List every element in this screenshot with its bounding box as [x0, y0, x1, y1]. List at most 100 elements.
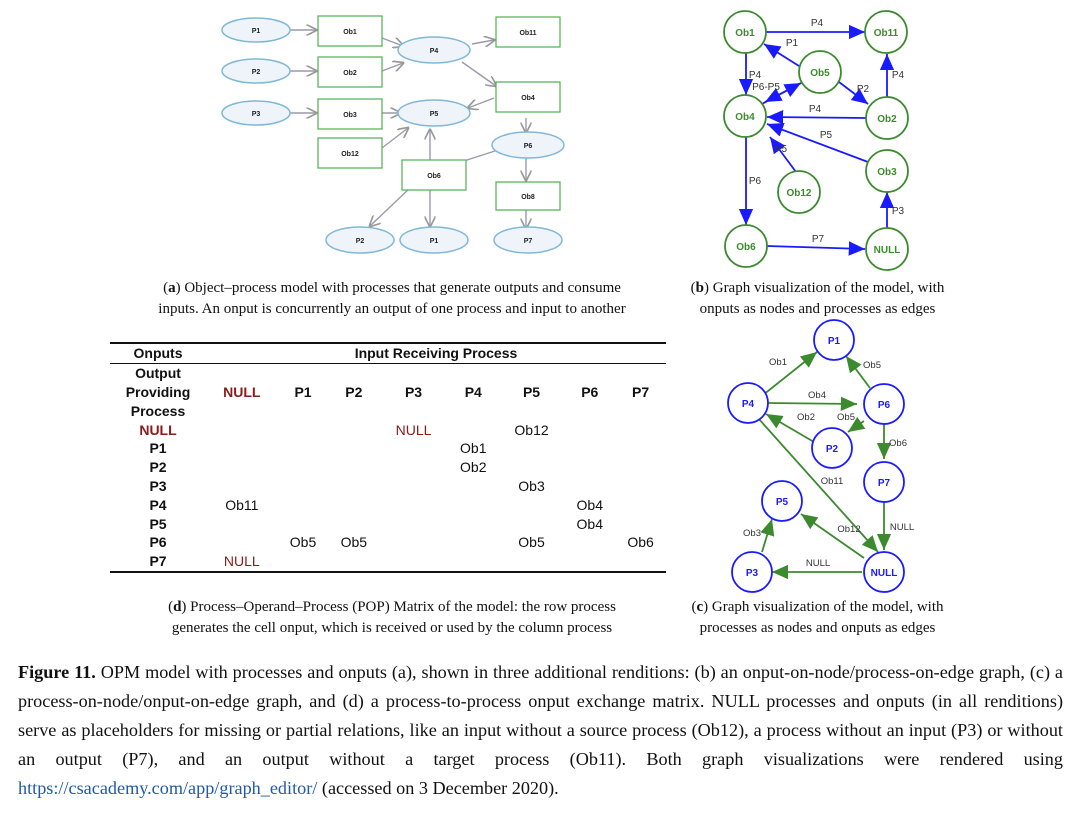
matrix-cell — [206, 420, 278, 439]
a-node-p4: P4 — [430, 48, 439, 55]
b-edge-ob3-ob4: P5 — [820, 130, 833, 141]
b-node-null: NULL — [874, 245, 901, 256]
matrix-cell — [564, 533, 615, 552]
c-node-null: NULL — [871, 568, 898, 579]
matrix-row: P1 Ob1 — [110, 439, 666, 458]
a-node-ob6: Ob6 — [427, 173, 441, 180]
matrix-row: P2 Ob2 — [110, 458, 666, 477]
b-edge-ob2-ob4: P4 — [809, 104, 822, 115]
c-edge-p6-p2: Ob5 — [837, 412, 855, 423]
b-edge-null-ob3: P3 — [892, 206, 905, 217]
matrix-row-label: P1 — [149, 440, 167, 457]
matrix-cell — [328, 514, 379, 533]
matrix-cell — [206, 533, 278, 552]
a-node-p2b: P2 — [356, 238, 365, 245]
a-node-ob8: Ob8 — [521, 194, 535, 201]
c-node-p5: P5 — [776, 497, 789, 508]
c-node-p1: P1 — [828, 336, 841, 347]
a-node-ob3: Ob3 — [343, 112, 357, 119]
b-node-ob4: Ob4 — [735, 112, 755, 123]
matrix-row: P5 Ob4 — [110, 514, 666, 533]
matrix-row: P3 Ob3 — [110, 477, 666, 496]
b-node-ob3: Ob3 — [877, 167, 897, 178]
b-node-ob5: Ob5 — [810, 68, 830, 79]
matrix-cell — [379, 477, 448, 496]
matrix-cell: NULL — [223, 553, 260, 570]
matrix-cell — [206, 477, 278, 496]
matrix-cell — [499, 495, 565, 514]
caption-b: (b) Graph visualization of the model, wi… — [690, 280, 945, 317]
matrix-cell — [564, 420, 615, 439]
matrix-cell — [615, 458, 666, 477]
matrix-cell — [328, 420, 379, 439]
b-node-ob12: Ob12 — [786, 188, 811, 199]
matrix-cell — [615, 552, 666, 571]
b-node-ob2: Ob2 — [877, 114, 897, 125]
a-node-p3: P3 — [252, 111, 261, 118]
a-node-p7: P7 — [524, 238, 533, 245]
matrix-cell: Ob5 — [340, 534, 368, 551]
a-node-p6: P6 — [524, 143, 533, 150]
matrix-cell — [448, 477, 499, 496]
matrix-cell: Ob6 — [627, 534, 654, 551]
a-node-ob2: Ob2 — [343, 70, 357, 77]
matrix-cell: Ob4 — [576, 496, 603, 513]
matrix-row-label: NULL — [139, 421, 177, 438]
caption-c: (c) Graph visualization of the model, wi… — [691, 599, 944, 636]
matrix-col-p3: P3 — [404, 383, 423, 400]
a-node-ob1: Ob1 — [343, 29, 357, 36]
matrix-body: NULL NULL Ob12 P1 Ob1 P2 Ob2 P3 Ob3 P4 Ob11 Ob4 P5 Ob… — [110, 420, 666, 570]
matrix-rowheader-line3: Process — [130, 402, 186, 419]
matrix-row-label: P4 — [149, 496, 167, 513]
matrix-cell: Ob2 — [460, 459, 487, 476]
c-edge-null-p5: Ob12 — [837, 524, 860, 535]
panel-a-diagram: P1 P2 P3 P4 P5 P6 P2 P1 P7 Ob1 Ob2 Ob3 O… — [221, 15, 565, 254]
b-edge-ob1-ob11: P4 — [811, 18, 824, 29]
matrix-cell — [278, 514, 329, 533]
b-edge-ob5-ob1: P1 — [786, 38, 799, 49]
matrix-cell — [206, 514, 278, 533]
b-edge-ob1-ob4: P4 — [749, 70, 762, 81]
caption-a: (a) Object–process model with processes … — [158, 280, 626, 317]
panel-b-graph: Ob1 Ob11 Ob5 Ob4 Ob2 Ob12 Ob3 Ob6 NULL P… — [723, 10, 909, 271]
matrix-cell — [448, 514, 499, 533]
matrix-row-label: P7 — [149, 553, 167, 570]
c-edge-p2-p4: Ob2 — [797, 412, 815, 423]
figure-caption-text: OPM model with processes and onputs (a),… — [18, 662, 1063, 769]
a-node-p1: P1 — [252, 28, 261, 35]
c-edge-p6-p1: Ob5 — [863, 360, 881, 371]
matrix-row: P4 Ob11 Ob4 — [110, 495, 666, 514]
matrix-row-label: P3 — [149, 477, 167, 494]
c-node-p7: P7 — [878, 478, 891, 489]
matrix-col-p7: P7 — [632, 383, 650, 400]
matrix-cell — [615, 514, 666, 533]
matrix-cell — [206, 439, 278, 458]
matrix-cell — [379, 495, 448, 514]
matrix-cell — [615, 420, 666, 439]
matrix-cell — [564, 458, 615, 477]
matrix-cell — [499, 514, 565, 533]
matrix-cell — [206, 458, 278, 477]
c-node-p3: P3 — [746, 568, 759, 579]
matrix-cell — [499, 552, 565, 571]
matrix-cell — [448, 420, 499, 439]
matrix-cell — [328, 439, 379, 458]
figure-caption-accessed: (accessed on 3 December 2020). — [317, 778, 559, 798]
matrix-rowheader-line2: Providing — [125, 383, 191, 400]
matrix-cell — [615, 439, 666, 458]
matrix-cell — [328, 458, 379, 477]
matrix-row: P6 Ob5 Ob5 Ob5 Ob6 — [110, 533, 666, 552]
matrix-cell — [379, 552, 448, 571]
panel-c-graph: P1 P4 P6 P2 P7 P5 P3 NULL Ob1 Ob5 Ob4 Ob… — [727, 319, 914, 593]
c-edge-p4-null: Ob11 — [821, 476, 844, 487]
matrix-cell — [328, 495, 379, 514]
figure-caption: Figure 11. OPM model with processes and … — [18, 658, 1063, 803]
matrix-cell — [278, 420, 329, 439]
c-edge-p6-p7: Ob6 — [889, 438, 907, 449]
matrix-cell — [499, 439, 565, 458]
graph-editor-link[interactable]: https://csacademy.com/app/graph_editor/ — [18, 778, 318, 798]
matrix-col-p5: P5 — [522, 383, 541, 400]
matrix-rowheader-line1: Output — [135, 365, 181, 382]
pop-matrix: Onputs Input Receiving Process Output Pr… — [110, 342, 666, 573]
caption-d: (d) Process–Operand–Process (POP) Matrix… — [168, 599, 616, 636]
